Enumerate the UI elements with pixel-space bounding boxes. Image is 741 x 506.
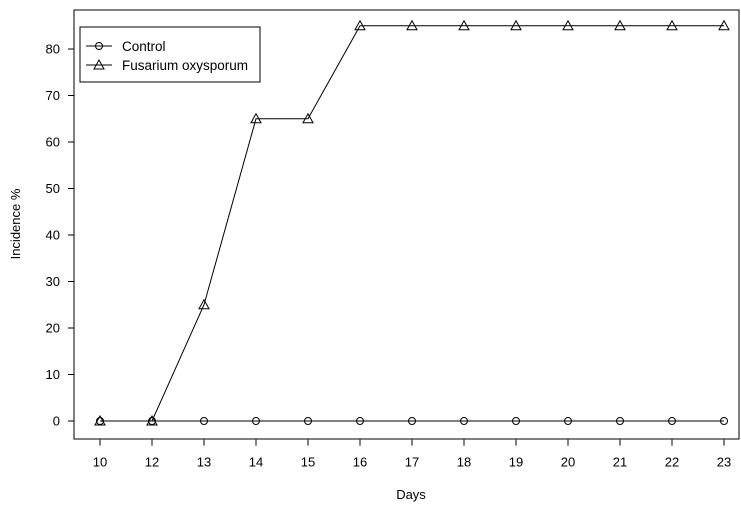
- data-point-control: [408, 417, 416, 425]
- x-tick-label: 17: [405, 455, 419, 470]
- data-point-fusarium-oxysporum: [94, 414, 106, 426]
- y-tick-label: 0: [53, 414, 60, 429]
- x-tick-label: 15: [301, 455, 315, 470]
- y-axis-label: Incidence %: [8, 188, 23, 259]
- data-point-control: [668, 417, 676, 425]
- legend-label-control: Control: [122, 39, 166, 54]
- data-point-fusarium-oxysporum: [458, 19, 470, 31]
- y-tick-label: 80: [46, 42, 60, 57]
- data-point-fusarium-oxysporum: [354, 19, 366, 31]
- legend-marker-circle: [95, 42, 103, 50]
- y-tick-label: 40: [46, 228, 60, 243]
- data-point-fusarium-oxysporum: [406, 19, 418, 31]
- data-point-control: [460, 417, 468, 425]
- x-tick-label: 10: [93, 455, 107, 470]
- x-tick-label: 13: [197, 455, 211, 470]
- legend-box: [79, 26, 261, 83]
- y-tick-label: 60: [46, 135, 60, 150]
- x-tick-label: 16: [353, 455, 367, 470]
- y-tick-label: 50: [46, 181, 60, 196]
- x-tick-label: 21: [613, 455, 627, 470]
- x-tick-label: 22: [665, 455, 679, 470]
- data-point-fusarium-oxysporum: [718, 19, 730, 31]
- series-layer: [94, 19, 730, 426]
- data-point-fusarium-oxysporum: [666, 19, 678, 31]
- legend: Control Fusarium oxysporum: [79, 26, 261, 83]
- x-tick-label: 14: [249, 455, 263, 470]
- x-tick-label: 12: [145, 455, 159, 470]
- data-point-control: [304, 417, 312, 425]
- data-point-fusarium-oxysporum: [302, 112, 314, 124]
- data-point-control: [356, 417, 364, 425]
- y-tick-label: 70: [46, 88, 60, 103]
- data-point-control: [720, 417, 728, 425]
- data-point-control: [616, 417, 624, 425]
- y-tick-label: 10: [46, 367, 60, 382]
- x-tick-label: 23: [717, 455, 731, 470]
- series-line-fusarium-oxysporum: [100, 25, 724, 422]
- plot-frame: [73, 9, 740, 440]
- data-point-control: [252, 417, 260, 425]
- data-point-control: [564, 417, 572, 425]
- y-axis: 0 10 20 30 40 50 60 70 80: [46, 42, 74, 429]
- x-axis: 10 12 13 14 15 16 17 18 19 20 21 22 23: [93, 439, 731, 470]
- data-point-fusarium-oxysporum: [250, 112, 262, 124]
- data-point-fusarium-oxysporum: [562, 19, 574, 31]
- data-point-fusarium-oxysporum: [614, 19, 626, 31]
- y-tick-label: 30: [46, 274, 60, 289]
- x-axis-label: Days: [396, 487, 426, 502]
- legend-label-fusarium: Fusarium oxysporum: [122, 58, 248, 73]
- data-point-control: [512, 417, 520, 425]
- data-point-fusarium-oxysporum: [510, 19, 522, 31]
- x-tick-label: 19: [509, 455, 523, 470]
- data-point-fusarium-oxysporum: [198, 298, 210, 310]
- data-point-control: [200, 417, 208, 425]
- x-tick-label: 18: [457, 455, 471, 470]
- y-tick-label: 20: [46, 321, 60, 336]
- x-tick-label: 20: [561, 455, 575, 470]
- legend-marker-triangle: [93, 58, 105, 70]
- data-point-fusarium-oxysporum: [146, 414, 158, 426]
